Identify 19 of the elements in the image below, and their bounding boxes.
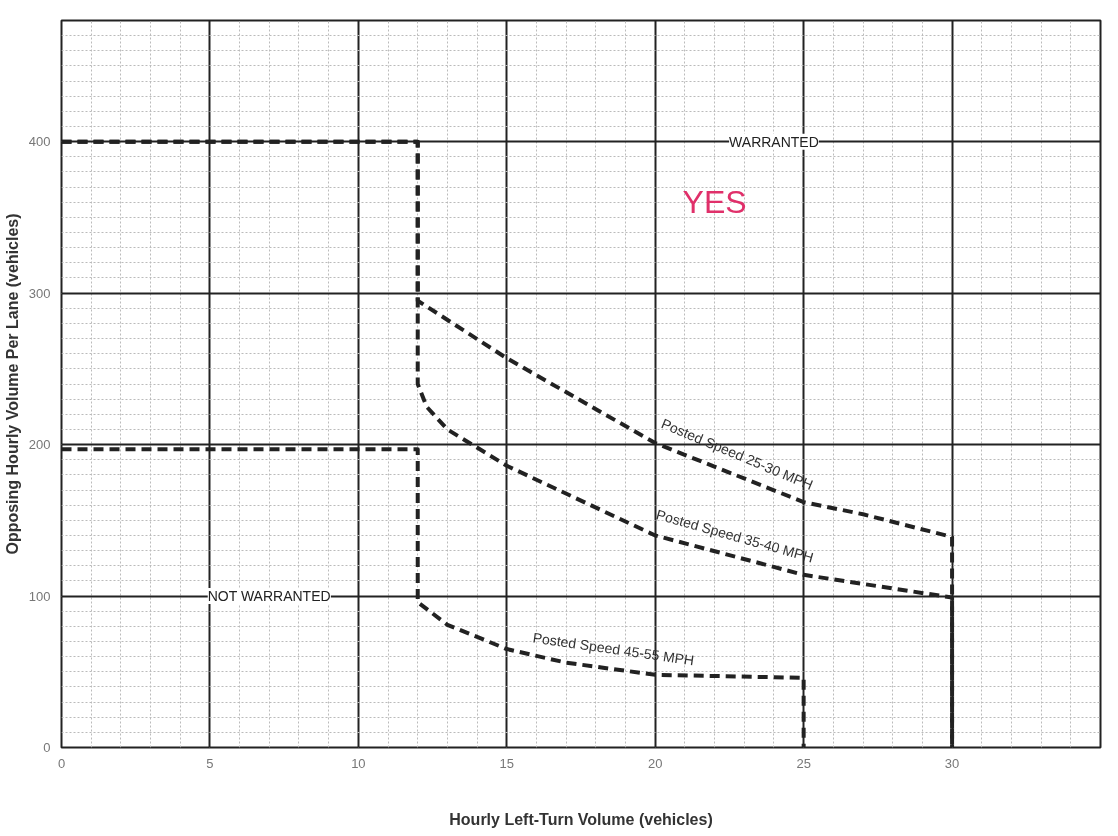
x-tick-label: 25 <box>796 755 811 771</box>
text: Posted Speed 45-55 MPH <box>531 629 696 669</box>
x-axis-title: Hourly Left-Turn Volume (vehicles) <box>449 810 713 828</box>
annotation: WARRANTED <box>729 133 819 150</box>
annotation: NOT WARRANTED <box>207 588 331 605</box>
x-tick-label: 5 <box>206 755 214 771</box>
x-tick-label: 30 <box>944 755 960 771</box>
y-tick-label: 0 <box>43 740 51 755</box>
x-tick-label: 20 <box>647 755 663 771</box>
annotation: YES <box>682 184 747 221</box>
y-tick-label: 100 <box>28 588 51 604</box>
text: Posted Speed 35-40 MPH <box>654 506 816 566</box>
x-tick-label: 15 <box>499 755 515 771</box>
x-tick-label: 0 <box>57 755 66 771</box>
x-tick-label: 10 <box>351 755 366 771</box>
y-axis-title: Opposing Hourly Volume Per Lane (vehicles) <box>3 213 21 555</box>
y-tick-label: 200 <box>28 437 51 453</box>
y-tick-label: 400 <box>28 134 51 150</box>
y-tick-label: 300 <box>28 285 51 301</box>
